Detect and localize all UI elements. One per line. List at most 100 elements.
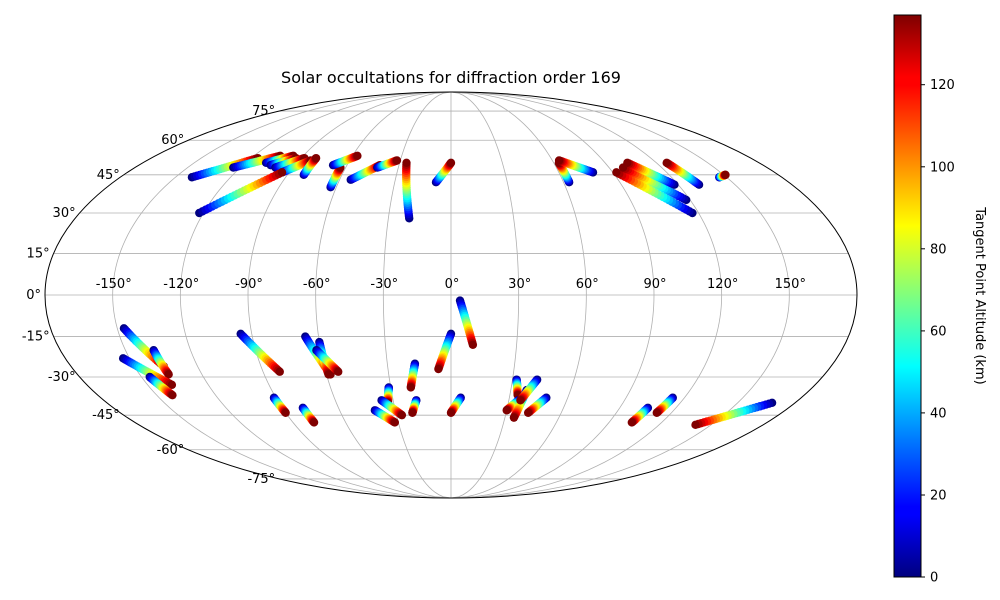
occultation-track <box>691 398 777 430</box>
latitude-tick-label: -15° <box>22 330 50 345</box>
colorbar-gradient <box>893 14 922 578</box>
longitude-gridline <box>450 91 587 499</box>
latitude-tick-label: -45° <box>92 408 120 423</box>
track-point <box>509 413 519 422</box>
occultation-track <box>406 359 420 392</box>
occultation-track <box>434 329 456 374</box>
track-point <box>446 408 456 417</box>
track-point <box>523 408 533 417</box>
track-point <box>281 408 290 417</box>
longitude-gridline <box>450 91 790 499</box>
track-point <box>468 340 478 349</box>
track-point <box>502 406 511 415</box>
longitude-tick-label: 90° <box>643 277 666 292</box>
colorbar-tick-label: 120 <box>930 78 955 93</box>
occultation-track <box>554 156 598 177</box>
occultation-track <box>455 296 478 349</box>
occultation-track <box>299 153 321 180</box>
occultation-track <box>370 406 400 427</box>
occultation-track <box>312 346 343 376</box>
track-point <box>406 383 416 392</box>
occultation-tracks <box>118 151 777 430</box>
occultation-track <box>627 403 653 427</box>
track-point <box>392 156 402 165</box>
track-point <box>516 396 525 405</box>
occultation-track <box>516 375 542 405</box>
track-point <box>652 408 661 417</box>
occultation-track <box>269 393 290 417</box>
longitude-tick-label: 60° <box>576 277 599 292</box>
longitude-gridline <box>315 91 452 499</box>
chart-title: Solar occultations for diffraction order… <box>281 68 621 87</box>
occultation-track <box>652 393 677 417</box>
occultation-track <box>446 393 465 417</box>
track-point <box>353 151 362 161</box>
occultation-track <box>612 168 697 218</box>
colorbar-ticks: 0 20 40 60 80 100 120 <box>921 78 955 586</box>
occultation-track <box>408 396 421 417</box>
occultation-track <box>298 403 319 427</box>
longitude-gridline <box>179 91 452 499</box>
longitude-gridline <box>382 91 452 499</box>
map-grid <box>45 91 857 499</box>
track-point <box>612 168 621 177</box>
longitude-tick-label: -120° <box>163 277 199 292</box>
longitude-gridline <box>450 91 520 499</box>
longitude-tick-label: -150° <box>96 277 132 292</box>
colorbar-tick-label: 0 <box>930 571 938 586</box>
latitude-tick-label: 60° <box>161 133 184 148</box>
track-point <box>168 390 177 400</box>
occultation-track <box>149 346 173 379</box>
track-point <box>623 158 632 168</box>
latitude-tick-label: 15° <box>27 246 50 261</box>
latitude-tick-label: 75° <box>252 104 275 119</box>
track-point <box>721 170 730 180</box>
track-point <box>554 156 564 165</box>
colorbar: 0 20 40 60 80 100 120 Tangent Point Altitude (… <box>893 14 987 586</box>
track-point <box>164 370 173 379</box>
occultation-track <box>431 158 456 187</box>
longitude-tick-label: -60° <box>303 277 331 292</box>
occultation-track <box>187 153 262 182</box>
track-point <box>334 367 343 376</box>
colorbar-tick-label: 20 <box>930 489 947 504</box>
track-point <box>309 418 319 427</box>
track-point <box>662 158 671 168</box>
occultation-track <box>328 151 362 170</box>
longitude-tick-label: 150° <box>775 277 806 292</box>
longitude-tick-label: 0° <box>445 277 460 292</box>
occultation-track <box>377 396 407 420</box>
latitude-tick-labels: 75° 60° 45° 30° 15° 0° -15° -30° -45° -60° -75° <box>22 104 275 487</box>
longitude-gridline <box>247 91 452 499</box>
map-boundary <box>44 91 858 499</box>
latitude-tick-label: 45° <box>97 168 120 183</box>
track-point <box>390 418 400 427</box>
occultation-track <box>402 158 414 223</box>
longitude-tick-label: -90° <box>235 277 263 292</box>
track-point <box>277 168 287 177</box>
track-point <box>397 410 407 420</box>
track-point <box>324 370 333 379</box>
occultation-track <box>523 393 551 417</box>
track-point <box>402 158 411 168</box>
occultation-track <box>715 170 730 182</box>
track-point <box>691 420 700 430</box>
track-point <box>627 418 637 427</box>
occultation-track <box>662 158 704 189</box>
longitude-tick-label: -30° <box>370 277 398 292</box>
longitude-gridline <box>450 91 723 499</box>
track-point <box>275 367 284 376</box>
occultation-track <box>195 168 287 218</box>
colorbar-label: Tangent Point Altitude (km) <box>972 206 987 384</box>
track-point <box>311 153 321 163</box>
occultation-track <box>145 372 177 400</box>
longitude-tick-label: 30° <box>508 277 531 292</box>
longitude-gridline <box>112 91 452 499</box>
longitude-tick-labels: -150° -120° -90° -60° -30° 0° 30° 60° 90° 120° 150… <box>96 277 806 292</box>
colorbar-tick-label: 60 <box>930 324 947 339</box>
latitude-tick-label: 30° <box>53 206 76 221</box>
occultation-track <box>236 329 284 376</box>
colorbar-tick-label: 80 <box>930 242 947 257</box>
latitude-tick-label: -60° <box>157 443 185 458</box>
